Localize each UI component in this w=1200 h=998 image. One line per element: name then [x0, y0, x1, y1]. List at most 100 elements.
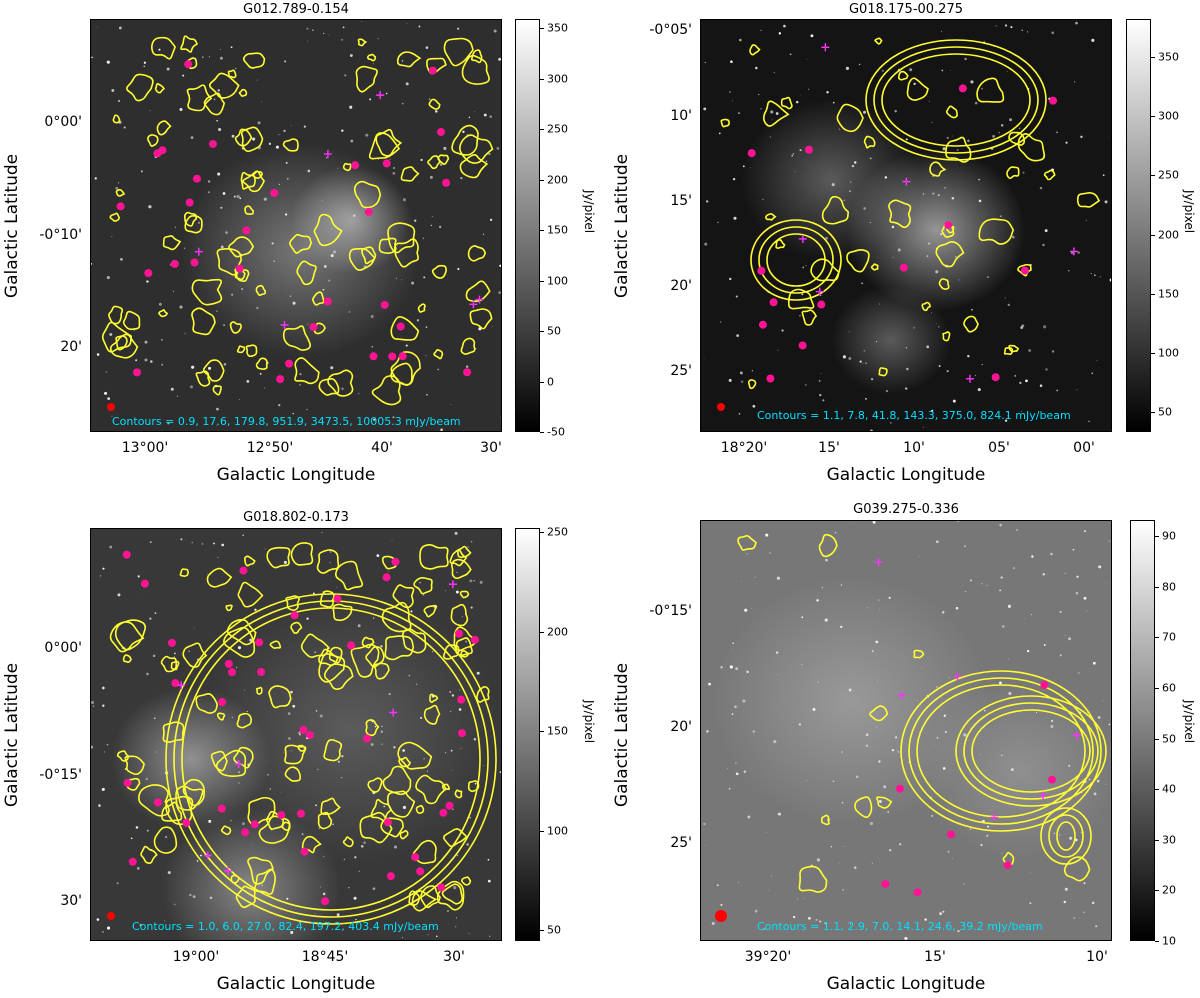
x-tick: 39°20'	[744, 949, 792, 965]
source-markers	[116, 60, 484, 384]
colorbar	[515, 19, 540, 432]
panel-title: G039.275-0.336	[853, 502, 959, 517]
contour-layer	[109, 542, 497, 925]
colorbar-tick-mark	[540, 532, 544, 533]
image-frame	[90, 528, 502, 941]
panel-title: G018.802-0.173	[243, 510, 349, 525]
colorbar-tick-label: 50	[1162, 732, 1176, 745]
colorbar-label: Jy/pixel	[582, 700, 596, 744]
x-tick: 10'	[903, 440, 925, 456]
colorbar-tick-label: 10	[1162, 934, 1176, 948]
panel-title: G012.789-0.154	[243, 2, 349, 17]
colorbar	[515, 528, 540, 941]
colorbar-tick-label: 60	[1162, 681, 1176, 695]
x-tick: 15'	[924, 949, 946, 965]
y-axis-label: Galactic Latitude	[612, 153, 632, 299]
colorbar-tick-mark	[540, 331, 544, 332]
colorbar-tick-label: 150	[547, 223, 568, 237]
y-tick: 10'	[670, 108, 692, 124]
colorbar-tick-label: 250	[547, 122, 568, 136]
colorbar-tick-label: 100	[547, 824, 568, 837]
y-tick: -0°05'	[649, 22, 692, 38]
colorbar-label: Jy/pixel	[1182, 190, 1196, 234]
colorbar-tick-label: 20	[1162, 883, 1176, 897]
x-tick: 30'	[443, 949, 465, 965]
colorbar-tick-mark	[1155, 536, 1159, 537]
colorbar-tick-label: 250	[547, 525, 568, 539]
contour-levels-text: Contours = 0.9, 17.6, 179.8, 951.9, 3473…	[112, 415, 461, 428]
contour-levels-text: Contours = 1.1, 2.9, 7.0, 14.1, 24.6, 39…	[757, 920, 1043, 933]
colorbar-tick-mark	[540, 432, 544, 433]
colorbar-tick-mark	[1151, 57, 1155, 58]
colorbar-label: Jy/pixel	[1182, 700, 1196, 744]
colorbar-tick-mark	[1155, 637, 1159, 639]
y-tick: -0°10'	[39, 227, 82, 243]
sky-image	[701, 20, 1111, 431]
x-tick: 10'	[1086, 949, 1108, 965]
colorbar-tick-label: 80	[1162, 580, 1176, 594]
contour-layer	[737, 533, 1107, 893]
colorbar-tick-label: 350	[1158, 50, 1179, 64]
y-tick: -0°15'	[649, 603, 692, 619]
colorbar-tick-label: 350	[547, 21, 568, 35]
contour-layer	[720, 37, 1101, 390]
contour-levels-text: Contours = 1.1, 7.8, 41.8, 143.3, 375.0,…	[757, 409, 1071, 422]
sky-image	[701, 521, 1111, 940]
colorbar-tick-mark	[1151, 234, 1155, 236]
colorbar-tick-mark	[540, 930, 544, 931]
y-tick: 20'	[670, 719, 692, 735]
beam-marker	[715, 910, 727, 922]
colorbar-tick-label: 100	[547, 274, 568, 287]
colorbar-tick-label: 70	[1162, 630, 1176, 644]
image-frame	[700, 19, 1112, 432]
source-markers	[874, 558, 1081, 897]
colorbar-tick-mark	[540, 78, 544, 80]
colorbar-tick-label: 90	[1162, 529, 1176, 543]
colorbar-tick-mark	[1155, 738, 1159, 740]
panel-title: G018.175-00.275	[848, 2, 963, 17]
colorbar-tick-label: 40	[1162, 782, 1176, 796]
colorbar-tick-label: 150	[547, 724, 568, 738]
colorbar-tick-mark	[540, 230, 544, 231]
y-axis-label: Galactic Latitude	[2, 662, 22, 808]
colorbar-tick-mark	[1155, 890, 1159, 892]
y-axis-label: Galactic Latitude	[612, 662, 632, 808]
colorbar	[1130, 520, 1155, 941]
colorbar-tick-mark	[540, 381, 544, 383]
contour-levels-text: Contours = 1.0, 6.0, 27.0, 82.4, 197.2, …	[132, 920, 439, 933]
colorbar-tick-label: 300	[1158, 109, 1179, 123]
colorbar-label: Jy/pixel	[582, 190, 596, 234]
colorbar-tick-label: 200	[547, 173, 568, 186]
colorbar-tick-mark	[1155, 586, 1159, 588]
beam-marker	[107, 403, 115, 411]
contour-layer	[101, 35, 494, 406]
x-tick: 12°50'	[246, 440, 294, 456]
colorbar-tick-label: 200	[1158, 228, 1179, 241]
colorbar-tick-mark	[1151, 116, 1155, 118]
beam-marker	[107, 912, 115, 920]
colorbar-tick-mark	[540, 129, 544, 130]
y-tick: 30'	[60, 893, 82, 909]
colorbar-tick-label: 200	[547, 625, 568, 638]
x-tick: 18°20'	[720, 440, 768, 456]
x-tick: 15'	[818, 440, 840, 456]
colorbar-tick-mark	[540, 280, 544, 282]
background-layer	[91, 529, 501, 940]
colorbar-tick-label: 30	[1162, 833, 1176, 847]
source-markers	[747, 43, 1078, 383]
colorbar-tick-label: 50	[547, 923, 561, 937]
colorbar-tick-mark	[1151, 293, 1155, 295]
x-tick: 19°00'	[172, 949, 220, 965]
y-axis-label: Galactic Latitude	[2, 153, 22, 299]
colorbar-tick-label: 250	[1158, 168, 1179, 182]
colorbar-tick-mark	[1155, 789, 1159, 791]
x-tick: 00'	[1073, 440, 1095, 456]
x-tick: 05'	[988, 440, 1010, 456]
colorbar-tick-label: 300	[547, 72, 568, 85]
colorbar-tick-mark	[1151, 412, 1155, 413]
y-tick: 15'	[670, 193, 692, 209]
sky-image	[91, 529, 501, 940]
x-tick: 30'	[480, 440, 502, 456]
y-tick: 0°00'	[44, 114, 82, 130]
x-tick: 18°45'	[301, 949, 349, 965]
